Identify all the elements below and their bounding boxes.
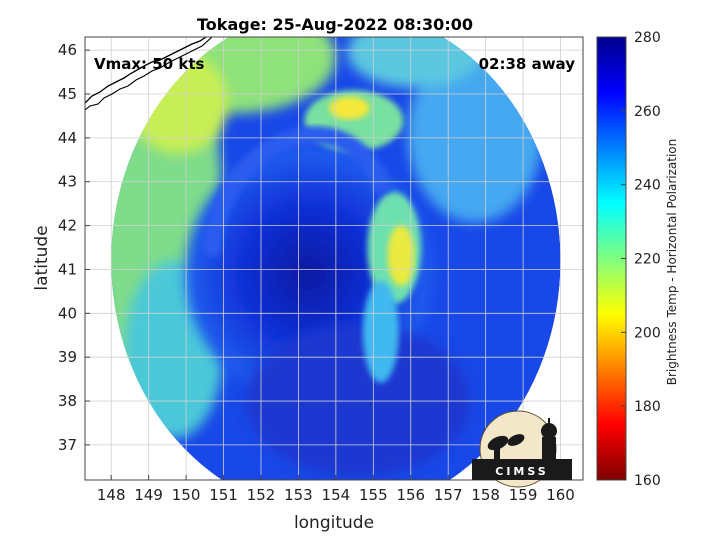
time-offset-annotation: 02:38 away <box>479 55 576 73</box>
colorbar-tick-label: 260 <box>634 104 661 120</box>
cell-north-yellow <box>329 96 370 120</box>
y-tick-label: 40 <box>58 304 77 322</box>
x-tick-label: 156 <box>396 486 425 504</box>
plot-frame <box>84 36 584 481</box>
colorbar-tick-label: 240 <box>634 178 661 194</box>
colorbar-tick-label: 280 <box>634 30 661 46</box>
x-tick-label: 154 <box>322 486 351 504</box>
logo-base <box>472 459 572 480</box>
x-tick-label: 155 <box>359 486 388 504</box>
grid <box>85 37 583 480</box>
y-tick-label: 45 <box>58 85 77 103</box>
coastline <box>85 37 207 104</box>
x-tick-label: 152 <box>247 486 276 504</box>
x-axis-label: longitude <box>294 513 374 533</box>
x-tick-label: 159 <box>509 486 538 504</box>
colorbar-tick-label: 180 <box>634 399 661 415</box>
y-tick-label: 43 <box>58 173 77 191</box>
y-tick-label: 44 <box>58 129 77 147</box>
x-tick-label: 151 <box>209 486 238 504</box>
cell-east-yellow <box>387 225 415 287</box>
spiral-band <box>203 126 390 257</box>
coastline-inner <box>85 37 213 111</box>
colorbar-ticks: 160 180 200 220 240 260 280 <box>621 30 661 489</box>
logo-dish-left <box>487 435 509 451</box>
y-axis-label: latitude <box>32 225 52 290</box>
logo-dish-stand <box>494 447 500 459</box>
colorbar: 160 180 200 220 240 260 280 Brightness Temp - … <box>596 30 679 489</box>
x-tick-label: 157 <box>434 486 463 504</box>
colorbar-tick-label: 200 <box>634 325 661 341</box>
x-tick-label: 148 <box>97 486 126 504</box>
colorbar-tick-label: 220 <box>634 252 661 268</box>
logo-dish-right <box>507 434 525 446</box>
x-tick-label: 158 <box>471 486 500 504</box>
y-tick-label: 39 <box>58 348 77 366</box>
y-axis: 37 38 39 40 41 42 43 44 45 46 <box>58 41 90 454</box>
vmax-annotation: Vmax: 50 kts <box>94 55 204 73</box>
y-tick-label: 41 <box>58 260 77 278</box>
x-tick-label: 153 <box>284 486 313 504</box>
colorbar-tick-label: 160 <box>634 473 661 489</box>
logo-text: CIMSS <box>495 465 548 478</box>
x-tick-label: 160 <box>546 486 575 504</box>
x-tick-label: 149 <box>134 486 163 504</box>
y-tick-label: 37 <box>58 436 77 454</box>
y-tick-label: 38 <box>58 392 77 410</box>
swath-south-dark <box>246 324 471 477</box>
chart-title: Tokage: 25-Aug-2022 08:30:00 <box>197 15 473 34</box>
logo-tower-tank <box>541 423 557 439</box>
logo-tower-antenna <box>548 418 550 424</box>
plot-area <box>85 37 583 480</box>
y-tick-label: 42 <box>58 217 77 235</box>
x-tick-label: 150 <box>172 486 201 504</box>
cell-south-cyan <box>362 281 399 383</box>
y-tick-label: 46 <box>58 41 77 59</box>
colorbar-label: Brightness Temp - Horizontal Polarizatio… <box>665 139 679 386</box>
x-axis: 148 149 150 151 152 153 154 155 156 157 158 159 160 <box>97 475 575 504</box>
cimss-logo: CIMSS <box>472 410 572 488</box>
